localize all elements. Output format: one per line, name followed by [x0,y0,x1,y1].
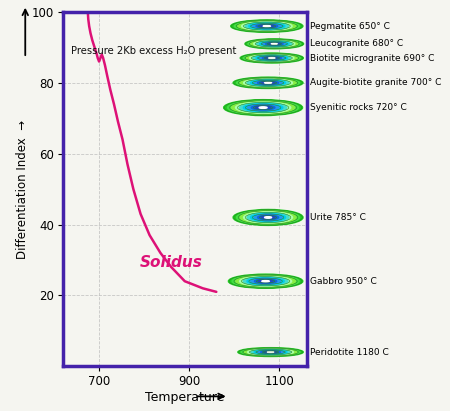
Ellipse shape [248,39,301,48]
Ellipse shape [256,55,288,60]
Ellipse shape [249,23,285,29]
Ellipse shape [261,82,275,84]
Ellipse shape [247,212,289,222]
Text: Pressure 2Kb excess H₂O present: Pressure 2Kb excess H₂O present [71,46,237,56]
Text: Augite-biotite granite 700° C: Augite-biotite granite 700° C [310,79,441,87]
Ellipse shape [251,40,298,48]
Ellipse shape [262,281,269,282]
Ellipse shape [232,101,295,114]
Ellipse shape [240,78,296,88]
Ellipse shape [267,352,274,353]
Ellipse shape [262,42,286,46]
Ellipse shape [238,21,296,31]
Text: Peridotite 1180 C: Peridotite 1180 C [310,348,389,357]
Ellipse shape [229,274,303,288]
Ellipse shape [268,43,280,45]
Ellipse shape [260,42,289,46]
Ellipse shape [254,279,277,283]
Text: Urite 785° C: Urite 785° C [310,213,366,222]
Ellipse shape [240,211,296,224]
Ellipse shape [235,102,291,113]
Ellipse shape [254,350,287,354]
Ellipse shape [257,81,279,85]
Ellipse shape [265,82,271,83]
Ellipse shape [257,215,279,220]
Ellipse shape [251,349,290,355]
Ellipse shape [224,99,302,115]
Ellipse shape [257,350,284,354]
Ellipse shape [266,57,278,59]
Ellipse shape [259,107,267,109]
Ellipse shape [247,79,289,86]
Ellipse shape [248,104,279,111]
Ellipse shape [247,54,297,62]
Ellipse shape [264,351,277,353]
Ellipse shape [243,277,288,286]
Text: Solidus: Solidus [140,255,202,270]
Ellipse shape [237,210,300,225]
Text: Biotite microgranite 690° C: Biotite microgranite 690° C [310,53,435,62]
Ellipse shape [265,217,271,218]
Ellipse shape [251,213,286,222]
Ellipse shape [245,39,304,49]
Y-axis label: Differentiation Index  →: Differentiation Index → [16,120,29,259]
Ellipse shape [236,275,295,287]
Ellipse shape [254,81,282,85]
Ellipse shape [248,349,293,355]
Text: Leucogranite 680° C: Leucogranite 680° C [310,39,403,48]
Ellipse shape [261,351,280,353]
Ellipse shape [240,53,303,63]
Ellipse shape [256,24,278,28]
Ellipse shape [243,79,292,87]
Ellipse shape [262,57,281,60]
Text: Gabbro 950° C: Gabbro 950° C [310,277,377,286]
Ellipse shape [256,41,292,47]
Ellipse shape [251,278,280,284]
Ellipse shape [241,348,300,356]
Ellipse shape [253,55,291,61]
Ellipse shape [234,21,299,32]
Ellipse shape [263,25,270,27]
Ellipse shape [251,105,275,110]
Ellipse shape [258,280,273,283]
Ellipse shape [239,103,287,112]
Ellipse shape [271,43,277,44]
Ellipse shape [260,25,274,28]
Ellipse shape [261,216,275,219]
Ellipse shape [251,80,286,85]
Ellipse shape [239,276,292,286]
Ellipse shape [242,22,292,30]
Ellipse shape [243,104,283,112]
Ellipse shape [247,278,284,285]
Ellipse shape [259,56,284,60]
Ellipse shape [266,42,283,45]
Ellipse shape [245,22,288,30]
Ellipse shape [255,106,271,109]
Ellipse shape [243,53,300,62]
Ellipse shape [243,212,292,223]
Ellipse shape [254,40,295,47]
Ellipse shape [228,100,299,115]
Ellipse shape [231,20,303,32]
Ellipse shape [252,24,281,29]
Ellipse shape [250,55,294,62]
Ellipse shape [232,275,299,288]
Ellipse shape [244,349,297,356]
X-axis label: Temperature: Temperature [145,391,225,404]
Ellipse shape [254,214,282,221]
Ellipse shape [233,210,303,225]
Text: Pegmatite 650° C: Pegmatite 650° C [310,22,390,30]
Ellipse shape [237,78,300,88]
Ellipse shape [238,348,303,356]
Text: Syenitic rocks 720° C: Syenitic rocks 720° C [310,103,407,112]
Ellipse shape [233,77,303,88]
